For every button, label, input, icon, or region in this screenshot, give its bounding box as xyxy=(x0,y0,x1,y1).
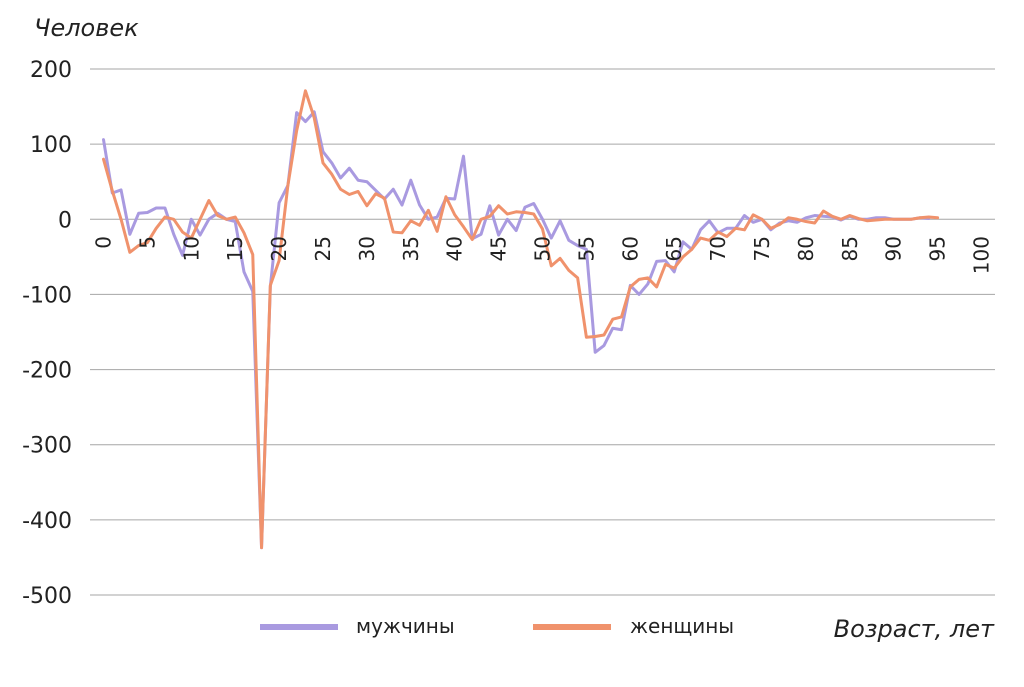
y-tick-label: 200 xyxy=(30,58,72,83)
x-tick-label: 30 xyxy=(355,236,379,261)
x-tick-label: 20 xyxy=(267,236,291,261)
y-tick-label: -200 xyxy=(22,359,72,384)
y-tick-label: 0 xyxy=(58,208,72,233)
x-tick-label: 100 xyxy=(970,236,994,274)
y-tick-label: -500 xyxy=(22,584,72,609)
x-tick-label: 80 xyxy=(794,236,818,261)
gridlines xyxy=(90,68,995,596)
y-tick-label: -100 xyxy=(22,283,72,308)
x-tick-label: 15 xyxy=(223,236,247,261)
legend-label-male: мужчины xyxy=(356,614,455,638)
x-tick-label: 75 xyxy=(750,236,774,261)
x-tick-label: 60 xyxy=(618,236,642,261)
y-tick-label: -300 xyxy=(22,434,72,459)
x-tick-label: 45 xyxy=(487,236,511,261)
x-tick-label: 35 xyxy=(399,236,423,261)
legend-label-female: женщины xyxy=(630,614,734,638)
x-tick-label: 65 xyxy=(662,236,686,261)
series-line-male xyxy=(102,110,931,550)
y-tick-label: -400 xyxy=(22,509,72,534)
x-axis-title: Возраст, лет xyxy=(834,615,995,643)
legend: мужчины женщины xyxy=(260,614,734,638)
y-tick-label: 100 xyxy=(30,133,72,158)
x-tick-label: 55 xyxy=(574,236,598,261)
x-tick-label: 70 xyxy=(706,236,730,261)
x-tick-label: 85 xyxy=(838,236,862,261)
x-tick-label: 25 xyxy=(311,236,335,261)
x-tick-label: 5 xyxy=(135,236,159,249)
series-lines xyxy=(102,89,940,550)
series-line-female xyxy=(102,89,940,550)
y-tick-labels: 200 100 0 -100 -200 -300 -400 -500 xyxy=(22,58,72,609)
x-tick-label: 95 xyxy=(926,236,950,261)
y-axis-title: Человек xyxy=(34,14,139,42)
x-tick-label: 0 xyxy=(92,236,116,249)
x-tick-label: 10 xyxy=(179,236,203,261)
x-tick-label: 90 xyxy=(882,236,906,261)
x-tick-label: 50 xyxy=(531,236,555,261)
x-tick-labels: 0 5 10 15 20 25 30 35 40 45 50 55 60 65 70 75 80 85 90 95 10… xyxy=(92,236,994,274)
x-tick-label: 40 xyxy=(443,236,467,261)
